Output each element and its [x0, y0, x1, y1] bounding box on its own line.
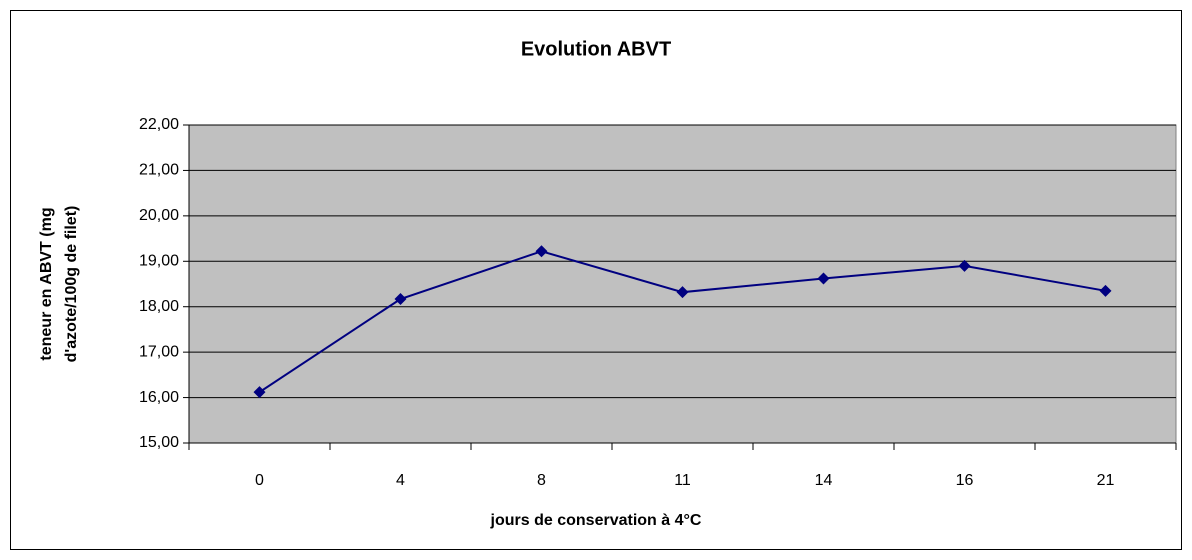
data-point	[958, 259, 971, 272]
y-tick-label: 21,00	[139, 162, 179, 179]
x-tick-label: 21	[1097, 472, 1115, 489]
y-tick-label: 15,00	[139, 434, 179, 451]
data-point	[535, 245, 548, 258]
data-point	[817, 272, 830, 285]
y-tick-label: 19,00	[139, 253, 179, 270]
data-point	[394, 292, 407, 305]
y-axis-label: teneur en ABVT (mg	[38, 207, 55, 360]
y-tick-label: 17,00	[139, 343, 179, 360]
y-axis-label: d'azote/100g de filet)	[63, 206, 80, 363]
x-axis-label: jours de conservation à 4°C	[490, 512, 702, 529]
x-tick-label: 14	[815, 472, 833, 489]
x-tick-label: 8	[537, 472, 546, 489]
y-tick-label: 18,00	[139, 298, 179, 315]
x-tick-label: 4	[396, 472, 405, 489]
x-tick-label: 0	[255, 472, 264, 489]
x-tick-label: 11	[674, 472, 691, 489]
y-tick-label: 20,00	[139, 207, 179, 224]
data-point	[253, 386, 266, 399]
y-tick-label: 22,00	[139, 116, 179, 133]
x-tick-label: 16	[956, 472, 974, 489]
data-point	[676, 286, 689, 299]
chart-title: Evolution ABVT	[521, 38, 671, 60]
plot-area	[188, 124, 1177, 444]
data-point	[1099, 284, 1112, 297]
y-tick-label: 16,00	[139, 389, 179, 406]
